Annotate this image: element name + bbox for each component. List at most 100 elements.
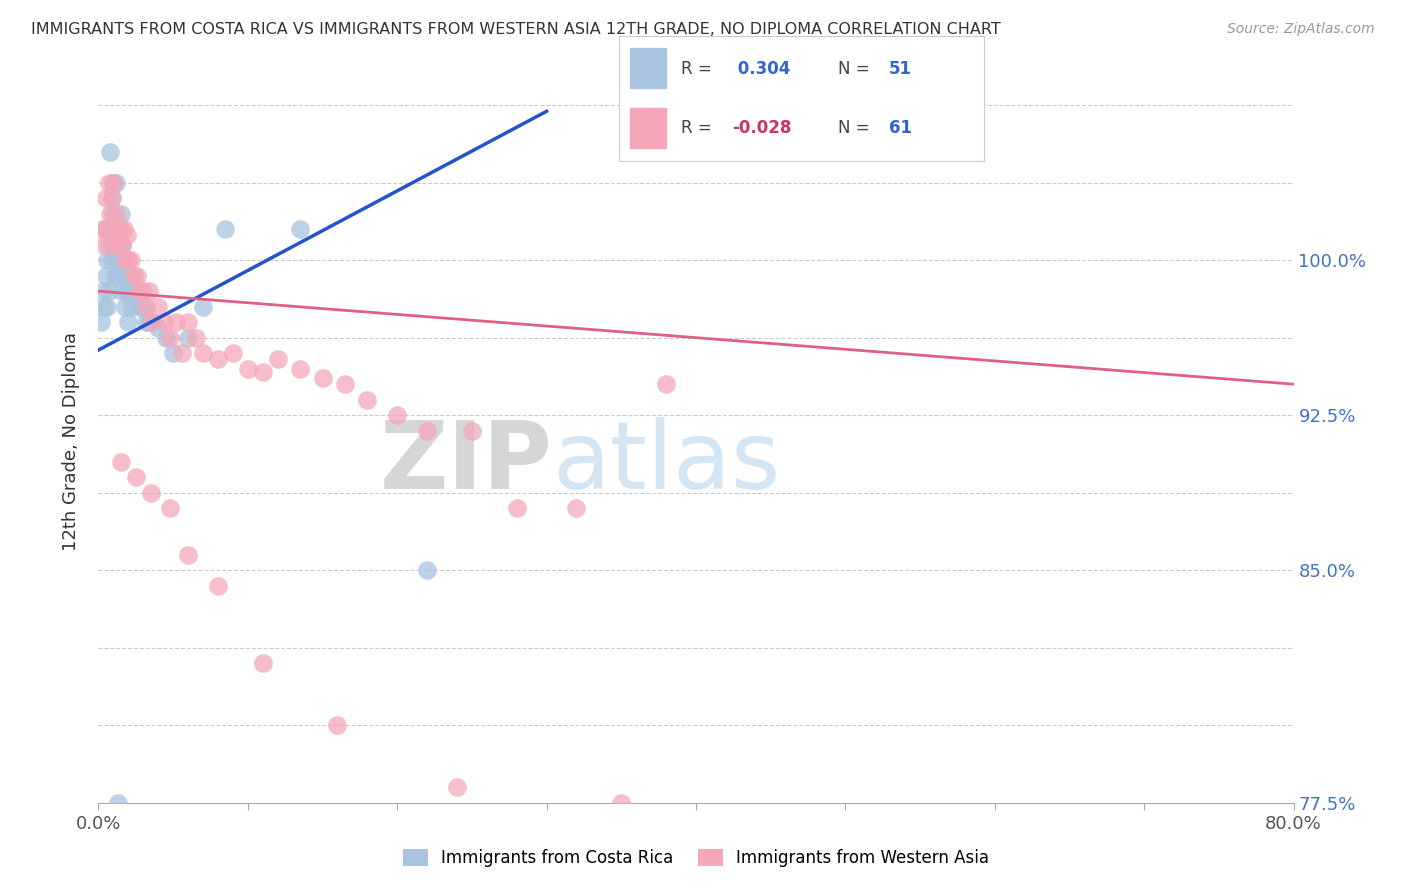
Bar bbox=[630, 108, 666, 148]
Point bbox=[252, 365, 274, 379]
Point bbox=[104, 268, 127, 283]
Point bbox=[93, 300, 115, 314]
Point bbox=[148, 321, 170, 335]
Point bbox=[114, 253, 136, 268]
Y-axis label: 12th Grade, No Diploma: 12th Grade, No Diploma bbox=[62, 332, 80, 551]
Text: R =: R = bbox=[681, 120, 711, 137]
Point bbox=[172, 346, 194, 360]
Text: R =: R = bbox=[681, 61, 711, 78]
Point bbox=[101, 191, 124, 205]
Point bbox=[138, 284, 160, 298]
Point bbox=[103, 176, 125, 190]
Point bbox=[127, 290, 149, 304]
Point bbox=[333, 377, 356, 392]
Legend: Immigrants from Costa Rica, Immigrants from Western Asia: Immigrants from Costa Rica, Immigrants f… bbox=[396, 842, 995, 874]
Point bbox=[96, 222, 118, 236]
Point bbox=[655, 377, 678, 392]
Point bbox=[311, 371, 333, 385]
Point bbox=[125, 284, 148, 298]
Point bbox=[97, 176, 120, 190]
Text: IMMIGRANTS FROM COSTA RICA VS IMMIGRANTS FROM WESTERN ASIA 12TH GRADE, NO DIPLOM: IMMIGRANTS FROM COSTA RICA VS IMMIGRANTS… bbox=[31, 22, 1001, 37]
Point bbox=[267, 352, 290, 367]
Point bbox=[97, 237, 120, 252]
Point bbox=[177, 331, 200, 345]
Point bbox=[117, 315, 139, 329]
Point bbox=[107, 237, 129, 252]
Point bbox=[112, 268, 135, 283]
Text: 51: 51 bbox=[889, 61, 912, 78]
Point bbox=[104, 222, 127, 236]
Point bbox=[288, 222, 311, 236]
Point bbox=[110, 222, 132, 236]
Point bbox=[135, 315, 157, 329]
Point bbox=[121, 284, 143, 298]
Point bbox=[114, 300, 136, 314]
Point bbox=[93, 237, 115, 252]
Point bbox=[356, 392, 378, 407]
Point bbox=[103, 237, 125, 252]
Text: atlas: atlas bbox=[553, 417, 780, 509]
Point bbox=[135, 300, 157, 314]
Point bbox=[148, 300, 170, 314]
Point bbox=[98, 145, 122, 159]
Point bbox=[120, 300, 142, 314]
Point bbox=[107, 796, 129, 810]
Point bbox=[124, 268, 146, 283]
Point bbox=[153, 315, 176, 329]
Point bbox=[94, 191, 117, 205]
Point bbox=[118, 268, 141, 283]
Point bbox=[139, 485, 162, 500]
Point bbox=[124, 284, 146, 298]
Point bbox=[236, 361, 259, 376]
Point bbox=[94, 268, 117, 283]
Text: N =: N = bbox=[838, 61, 869, 78]
Point bbox=[207, 352, 229, 367]
Point bbox=[98, 206, 122, 220]
Point bbox=[97, 284, 120, 298]
Point bbox=[177, 548, 200, 562]
Point bbox=[107, 237, 129, 252]
Point bbox=[416, 424, 439, 438]
Point bbox=[159, 331, 181, 345]
Point bbox=[91, 222, 114, 236]
Point bbox=[385, 408, 409, 422]
Point bbox=[110, 206, 132, 220]
Point bbox=[141, 315, 163, 329]
Point bbox=[141, 315, 163, 329]
Point bbox=[610, 796, 633, 810]
Point bbox=[111, 237, 134, 252]
Point bbox=[129, 284, 152, 298]
Point bbox=[416, 563, 439, 577]
Point bbox=[94, 222, 117, 236]
Point bbox=[159, 501, 181, 516]
Text: 0.304: 0.304 bbox=[733, 61, 790, 78]
Point bbox=[132, 300, 155, 314]
Point bbox=[112, 222, 135, 236]
Point bbox=[115, 284, 138, 298]
Point bbox=[177, 315, 200, 329]
Point bbox=[207, 579, 229, 593]
Point bbox=[162, 346, 184, 360]
Text: ZIP: ZIP bbox=[380, 417, 553, 509]
Point bbox=[252, 657, 274, 671]
Point bbox=[222, 346, 245, 360]
Text: 61: 61 bbox=[889, 120, 912, 137]
Point bbox=[107, 268, 129, 283]
Point bbox=[103, 176, 125, 190]
Point bbox=[115, 228, 138, 243]
Point bbox=[117, 253, 139, 268]
Point bbox=[91, 284, 114, 298]
Point bbox=[110, 284, 132, 298]
Point bbox=[288, 361, 311, 376]
Point bbox=[184, 331, 207, 345]
Point bbox=[114, 253, 136, 268]
Bar bbox=[630, 48, 666, 88]
Point bbox=[105, 176, 128, 190]
Point bbox=[108, 253, 131, 268]
Point bbox=[138, 315, 160, 329]
Text: -0.028: -0.028 bbox=[733, 120, 792, 137]
Point bbox=[105, 206, 128, 220]
Point bbox=[125, 470, 148, 484]
Point bbox=[98, 222, 122, 236]
Point bbox=[214, 222, 236, 236]
